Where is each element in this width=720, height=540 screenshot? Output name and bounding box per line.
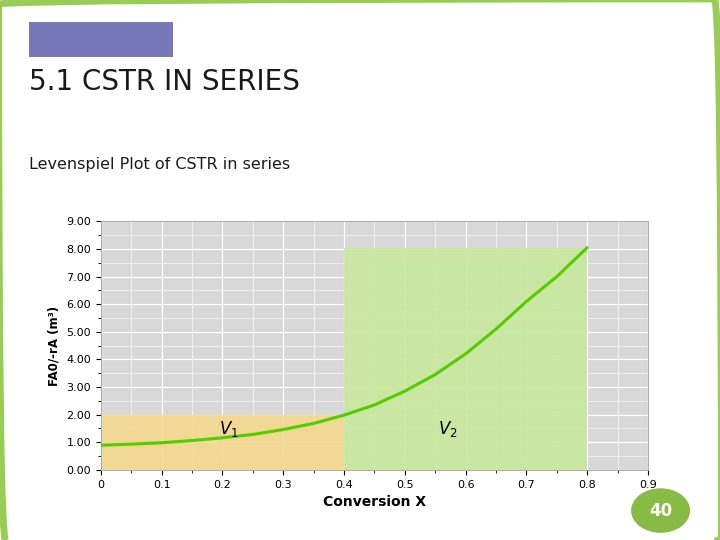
X-axis label: Conversion X: Conversion X [323, 495, 426, 509]
Text: 40: 40 [649, 502, 672, 519]
FancyBboxPatch shape [17, 19, 184, 59]
Text: 5.1 CSTR IN SERIES: 5.1 CSTR IN SERIES [29, 68, 300, 96]
Circle shape [632, 489, 689, 532]
Y-axis label: FA0/-rA (m³): FA0/-rA (m³) [48, 306, 60, 386]
Bar [101, 415, 344, 470]
Text: EXAMPLE 3: EXAMPLE 3 [68, 32, 133, 45]
Bar [344, 248, 588, 470]
Text: $V_2$: $V_2$ [438, 419, 457, 439]
Text: Levenspiel Plot of CSTR in series: Levenspiel Plot of CSTR in series [29, 157, 290, 172]
Text: $V_1$: $V_1$ [219, 419, 238, 439]
